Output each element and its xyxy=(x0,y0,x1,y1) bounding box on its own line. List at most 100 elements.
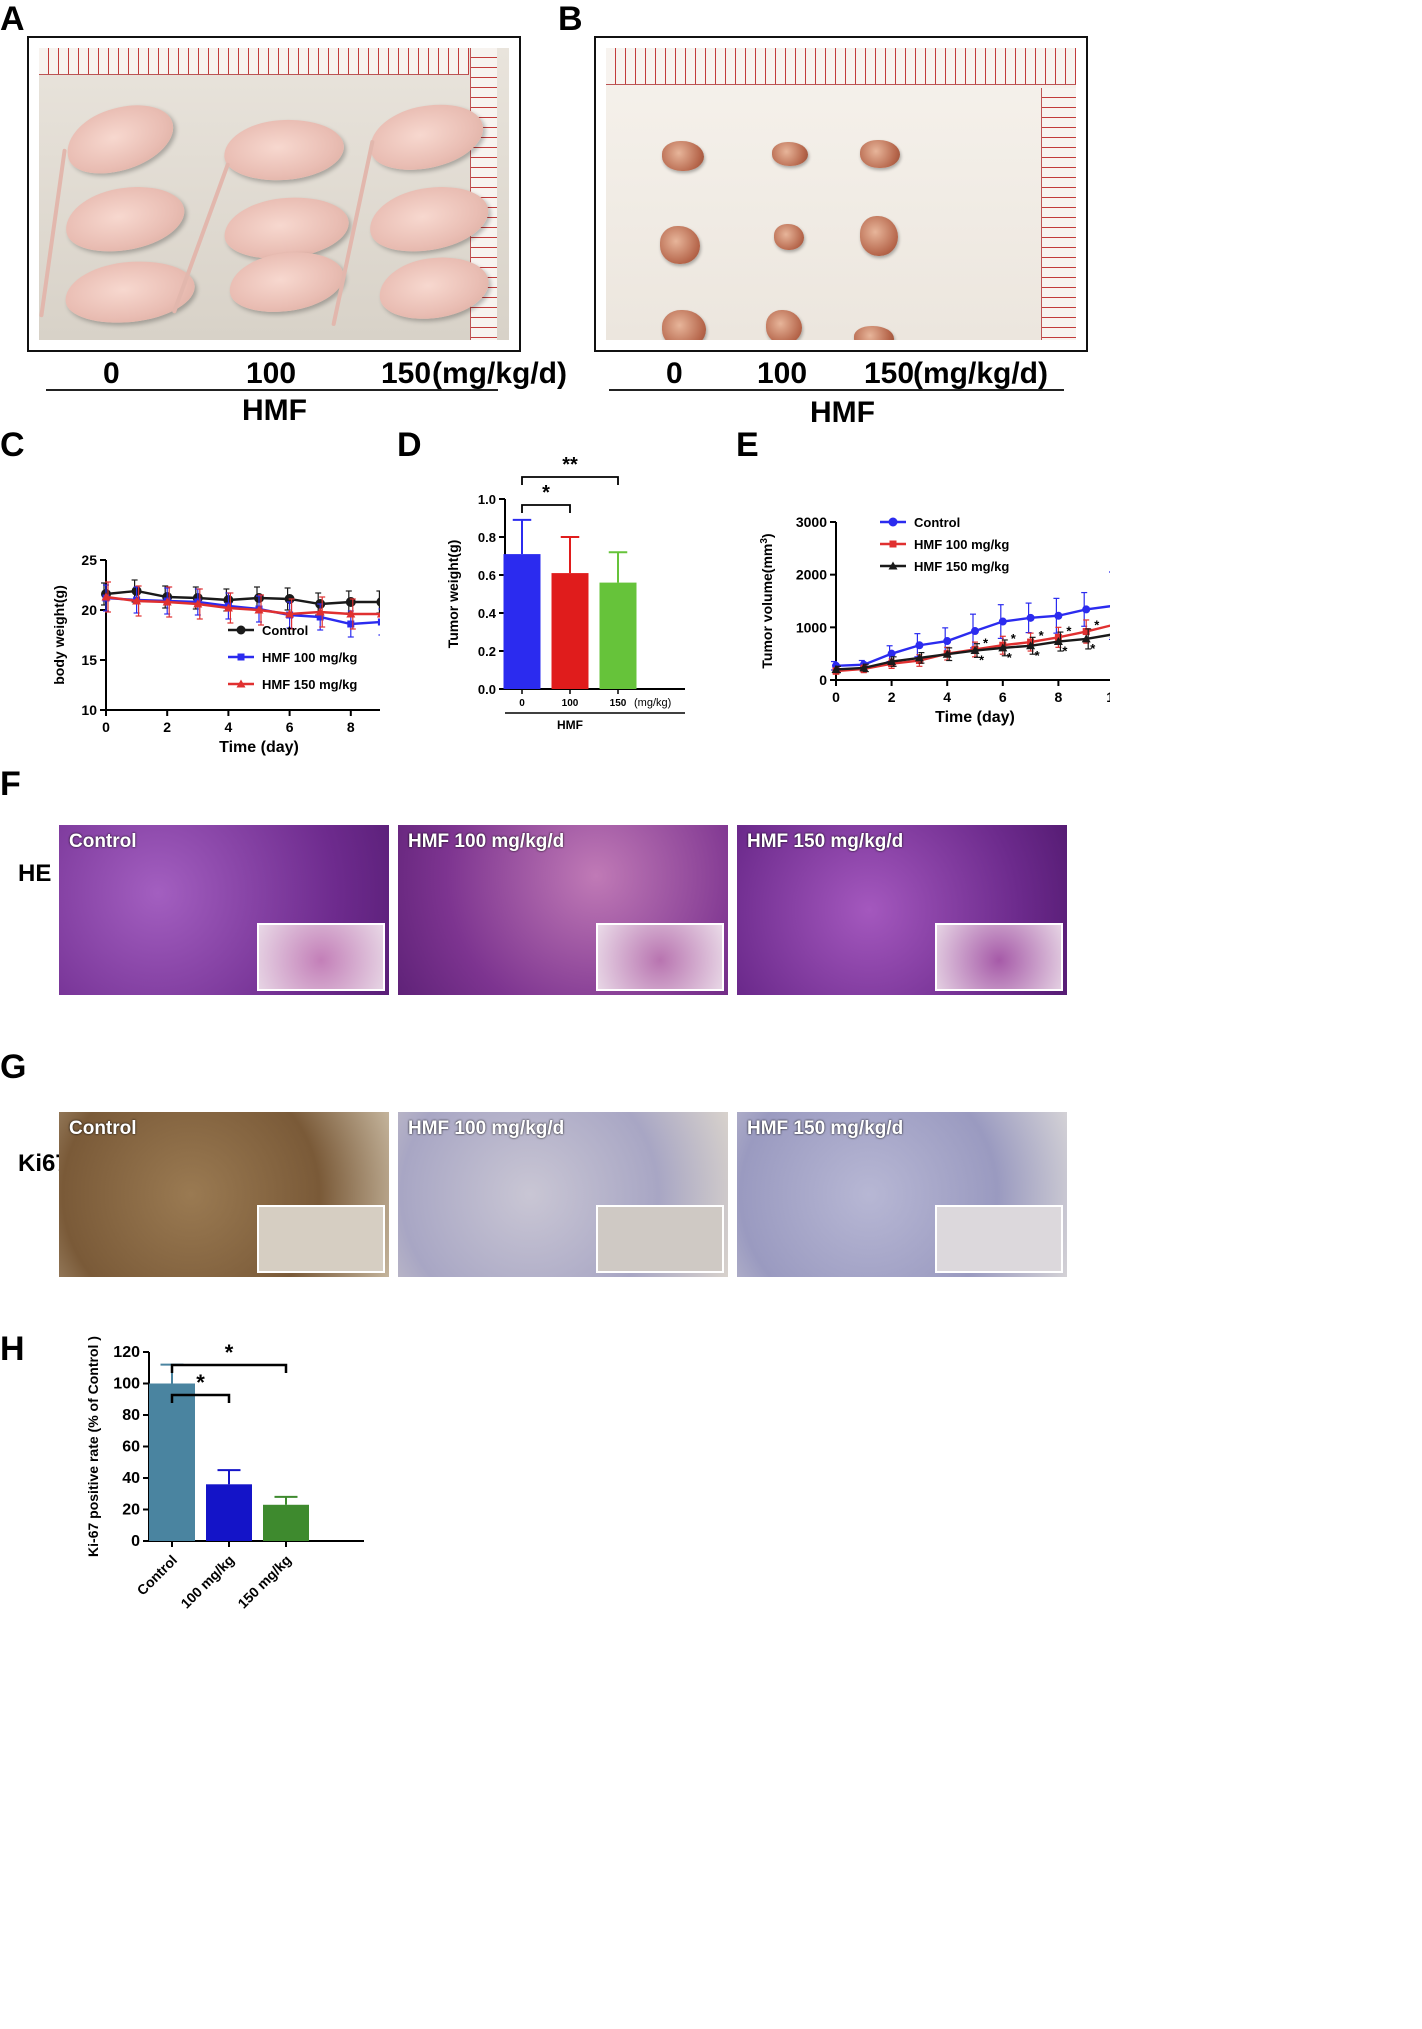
ki67-control-image: Control xyxy=(59,1112,389,1277)
panel-a-dose-150: 150 xyxy=(381,357,432,390)
data-point xyxy=(1054,611,1063,620)
x-axis-label: Time (day) xyxy=(219,739,299,756)
y-tick-label: 20 xyxy=(122,1502,140,1519)
data-point xyxy=(942,649,952,658)
he-control-inset xyxy=(257,923,385,991)
y-tick-label: 0.6 xyxy=(478,568,496,583)
significance-star: * xyxy=(1066,623,1072,638)
ki67-100-image: HMF 100 mg/kg/d xyxy=(398,1112,728,1277)
data-point xyxy=(1082,605,1091,614)
x-axis-label: Time (day) xyxy=(935,709,1015,726)
y-tick-label: 80 xyxy=(122,1407,140,1424)
significance-star: * xyxy=(196,1370,205,1395)
panel-a-group-line xyxy=(46,389,498,391)
bar xyxy=(149,1383,195,1541)
y-tick-label: 1.0 xyxy=(478,492,496,507)
legend-marker xyxy=(236,625,246,635)
tumor-volume-chart: 0 1000 2000 3000 0 2 4 6 8 10 Time (day) Tumor volu… xyxy=(759,514,1110,726)
significance-star: * xyxy=(1094,618,1100,633)
data-point xyxy=(887,649,896,658)
bar xyxy=(551,573,589,689)
panel-d-letter: D xyxy=(397,426,422,464)
y-axis-label: Ki-67 positive rate (% of Control ) xyxy=(85,1336,101,1557)
ki67-rate-chart: 0 20 40 60 80 100 120 Ki-67 positive rate (% of… xyxy=(85,1336,364,1612)
legend-marker xyxy=(888,561,898,570)
bar xyxy=(263,1504,309,1541)
significance-star: * xyxy=(542,482,550,504)
y-tick-label: 100 xyxy=(113,1376,140,1393)
ki67-100-label: HMF 100 mg/kg/d xyxy=(408,1118,565,1139)
data-point xyxy=(346,609,356,618)
panel-b-letter: B xyxy=(558,0,583,38)
x-tick-label: 8 xyxy=(1055,689,1063,705)
panel-c-letter: C xyxy=(0,426,25,464)
x-tick-label: 10 xyxy=(1106,689,1110,705)
panel-f-letter: F xyxy=(0,765,21,803)
significance-bracket xyxy=(521,504,571,513)
x-tick-label: 150 xyxy=(610,698,627,709)
he-control-label: Control xyxy=(69,831,137,852)
y-axis-label-superscript: 3 xyxy=(759,538,770,544)
y-axis-label: body weight(g) xyxy=(51,585,67,685)
ki67-150-inset xyxy=(935,1205,1063,1273)
bar xyxy=(599,582,637,689)
he-100-label: HMF 100 mg/kg/d xyxy=(408,831,565,852)
significance-star: * xyxy=(1090,641,1096,656)
y-tick-label: 25 xyxy=(81,552,97,568)
data-point xyxy=(971,627,979,636)
data-point xyxy=(1026,613,1035,622)
data-point xyxy=(887,657,897,666)
y-tick-label: 0.4 xyxy=(478,606,497,621)
data-point xyxy=(998,617,1007,626)
x-tick-label: 0 xyxy=(519,698,525,709)
significance-star: * xyxy=(1039,628,1045,643)
significance-star: * xyxy=(1007,650,1013,665)
ki67-150-label: HMF 150 mg/kg/d xyxy=(747,1118,904,1139)
bar xyxy=(503,554,541,689)
x-tick-label: 150 mg/kg xyxy=(234,1552,294,1612)
x-tick-label: 4 xyxy=(943,689,951,705)
legend-marker xyxy=(237,653,245,661)
data-point xyxy=(1053,637,1063,646)
he-150-inset xyxy=(935,923,1063,991)
he-150-image: HMF 150 mg/kg/d xyxy=(737,825,1067,995)
mice-photo xyxy=(27,36,521,352)
significance-bracket xyxy=(521,476,619,485)
he-100-inset xyxy=(596,923,724,991)
x-tick-label: 6 xyxy=(286,719,294,735)
y-tick-label: 0 xyxy=(131,1533,140,1550)
data-point xyxy=(1082,628,1090,636)
significance-star: * xyxy=(1011,631,1017,646)
y-tick-label: 0 xyxy=(819,672,827,688)
x-tick-label: Control xyxy=(134,1552,181,1599)
bar xyxy=(206,1484,252,1541)
y-axis-label: Tumor weight(g) xyxy=(445,540,461,649)
y-tick-label: 10 xyxy=(81,702,97,718)
unit-label: (mg/kg) xyxy=(634,697,671,709)
tumors-photo xyxy=(594,36,1088,352)
legend-label: HMF 100 mg/kg xyxy=(262,650,357,665)
y-tick-label: 15 xyxy=(81,652,97,668)
data-point xyxy=(101,592,111,601)
panel-a-letter: A xyxy=(0,0,25,38)
data-point xyxy=(831,664,841,673)
legend-label: Control xyxy=(262,623,308,638)
ki67-control-inset xyxy=(257,1205,385,1273)
significance-star: * xyxy=(225,1340,234,1365)
y-tick-label: 20 xyxy=(81,602,97,618)
he-100-image: HMF 100 mg/kg/d xyxy=(398,825,728,995)
panel-b-group-line xyxy=(609,389,1064,391)
y-tick-label: 120 xyxy=(113,1344,140,1361)
significance-star: * xyxy=(983,635,989,650)
x-tick-label: 4 xyxy=(225,719,233,735)
significance-star: * xyxy=(979,653,985,668)
data-point xyxy=(970,646,980,655)
data-point xyxy=(1081,634,1091,643)
significance-star: * xyxy=(1062,644,1068,659)
data-point xyxy=(193,599,203,608)
data-point xyxy=(285,609,295,618)
x-tick-label: 6 xyxy=(999,689,1007,705)
legend-label: HMF 150 mg/kg xyxy=(914,559,1009,574)
data-point xyxy=(316,613,324,621)
y-tick-label: 1000 xyxy=(796,619,827,635)
